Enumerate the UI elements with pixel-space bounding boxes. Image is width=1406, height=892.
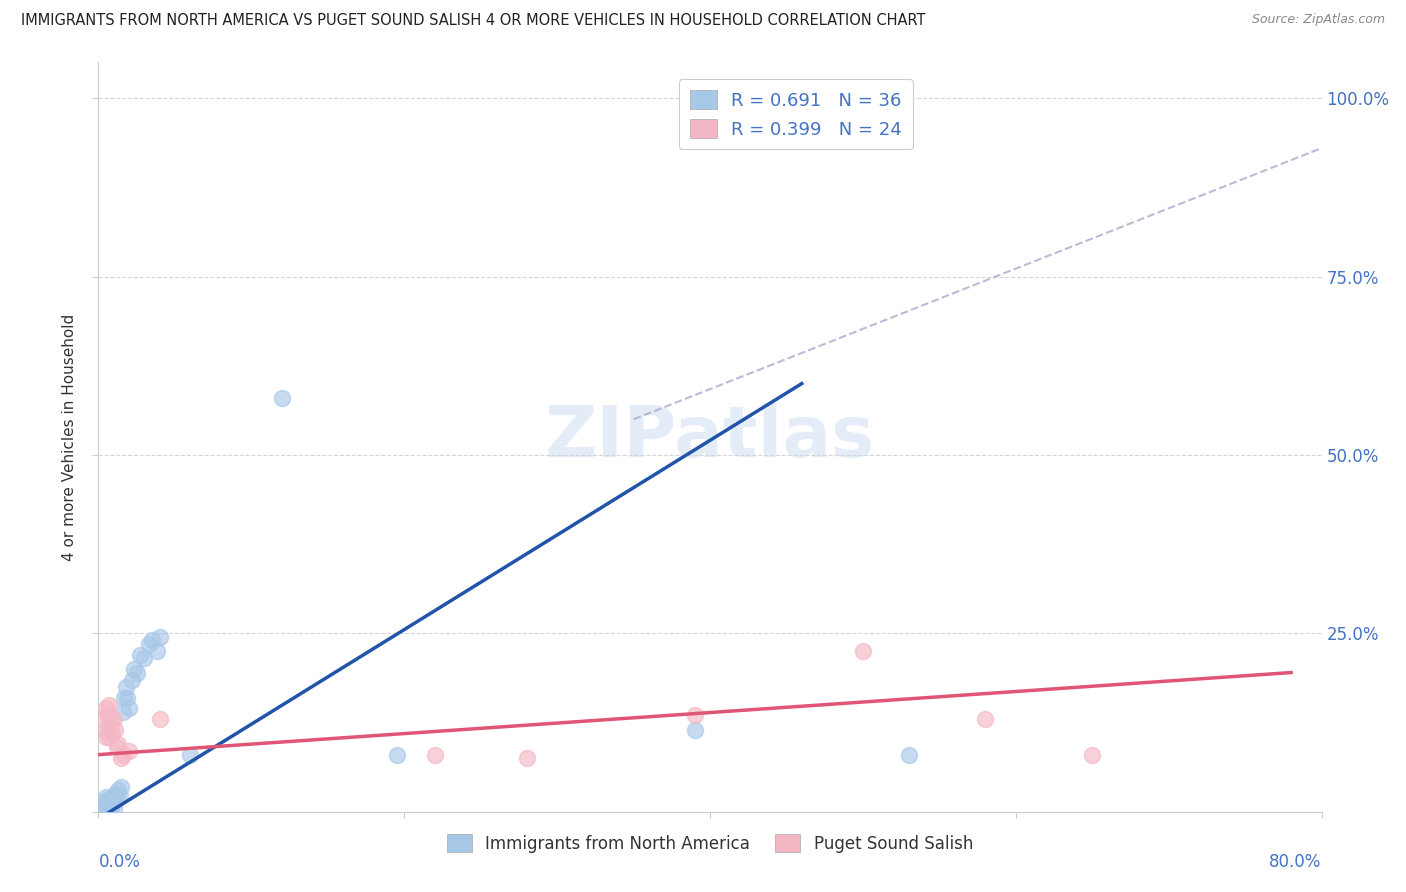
- Point: [897, 747, 920, 762]
- Point: [270, 391, 292, 405]
- Point: [141, 633, 163, 648]
- Point: [128, 648, 150, 662]
- Point: [110, 751, 132, 765]
- Point: [111, 747, 134, 762]
- Point: [103, 794, 125, 808]
- Point: [101, 790, 124, 805]
- Point: [103, 801, 125, 815]
- Point: [138, 637, 160, 651]
- Point: [107, 737, 129, 751]
- Point: [104, 787, 127, 801]
- Point: [516, 751, 538, 765]
- Point: [145, 644, 167, 658]
- Point: [103, 712, 125, 726]
- Point: [94, 801, 117, 815]
- Text: ZIPatlas: ZIPatlas: [546, 402, 875, 472]
- Point: [91, 712, 114, 726]
- Point: [974, 712, 997, 726]
- Point: [93, 794, 115, 808]
- Text: IMMIGRANTS FROM NORTH AMERICA VS PUGET SOUND SALISH 4 OR MORE VEHICLES IN HOUSEH: IMMIGRANTS FROM NORTH AMERICA VS PUGET S…: [21, 13, 925, 29]
- Point: [101, 726, 124, 740]
- Point: [94, 730, 117, 744]
- Point: [98, 730, 121, 744]
- Point: [112, 690, 135, 705]
- Point: [149, 630, 172, 644]
- Point: [105, 740, 128, 755]
- Point: [683, 708, 706, 723]
- Point: [107, 783, 129, 797]
- Point: [385, 747, 408, 762]
- Point: [97, 799, 120, 814]
- Point: [100, 797, 122, 812]
- Point: [179, 747, 201, 762]
- Point: [100, 715, 122, 730]
- Text: Source: ZipAtlas.com: Source: ZipAtlas.com: [1251, 13, 1385, 27]
- Point: [110, 780, 132, 794]
- Point: [683, 723, 706, 737]
- Point: [125, 665, 148, 680]
- Point: [100, 801, 122, 815]
- Point: [98, 797, 121, 812]
- Point: [104, 723, 127, 737]
- Text: 80.0%: 80.0%: [1270, 853, 1322, 871]
- Point: [118, 701, 141, 715]
- Point: [111, 705, 134, 719]
- Point: [852, 644, 875, 658]
- Point: [118, 744, 141, 758]
- Point: [94, 790, 117, 805]
- Point: [117, 690, 139, 705]
- Point: [149, 712, 172, 726]
- Point: [97, 794, 120, 808]
- Point: [97, 719, 120, 733]
- Point: [97, 708, 120, 723]
- Point: [121, 673, 143, 687]
- Legend: Immigrants from North America, Puget Sound Salish: Immigrants from North America, Puget Sou…: [440, 828, 980, 860]
- Point: [423, 747, 446, 762]
- Point: [1081, 747, 1104, 762]
- Point: [134, 651, 156, 665]
- Point: [91, 797, 114, 812]
- Point: [105, 790, 128, 805]
- Text: 0.0%: 0.0%: [98, 853, 141, 871]
- Point: [98, 698, 121, 712]
- Point: [94, 701, 117, 715]
- Y-axis label: 4 or more Vehicles in Household: 4 or more Vehicles in Household: [62, 313, 77, 561]
- Point: [115, 680, 138, 694]
- Point: [122, 662, 145, 676]
- Point: [108, 789, 131, 803]
- Point: [93, 723, 115, 737]
